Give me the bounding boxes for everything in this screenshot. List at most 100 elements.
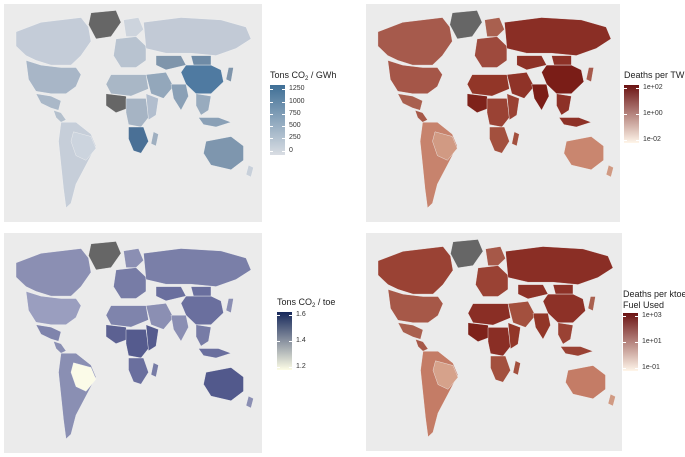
legend-tick-mark <box>277 315 280 317</box>
legend-title-text: Tons CO <box>277 297 313 307</box>
country-east-africa <box>145 93 159 121</box>
country-indonesia <box>560 346 594 357</box>
country-east-africa <box>145 324 159 352</box>
country-usa <box>387 289 444 323</box>
country-madagascar <box>150 362 159 378</box>
country-usa <box>25 60 82 94</box>
legend-tick-mark <box>282 126 285 128</box>
country-russia <box>504 17 612 56</box>
legend: Tons CO2 / toe 1.6 1.4 1.2 <box>277 297 340 387</box>
map-panel-co2-per-gwh: Tons CO2 / GWh 1250 1000 750 500 250 0 <box>0 0 340 228</box>
country-central-america <box>53 109 67 123</box>
country-central-america <box>53 340 67 354</box>
legend-tick-mark <box>270 113 273 115</box>
country-greenland <box>449 10 483 40</box>
legend-tick-mark <box>282 138 285 140</box>
legend-tick-label: 1e+01 <box>642 338 662 345</box>
legend-title-unit: / GWh <box>308 70 337 80</box>
country-scandinavia <box>485 246 506 266</box>
country-new-zealand <box>605 164 614 178</box>
legend-tick-mark <box>289 341 292 342</box>
country-scandinavia <box>123 248 144 268</box>
legend-tick-mark <box>636 139 639 141</box>
legend-tick-label: 1e+02 <box>643 84 663 92</box>
legend-tick-label: 1.4 <box>296 337 306 344</box>
country-west-africa <box>467 322 491 342</box>
legend-tick-mark <box>636 114 639 115</box>
legend-tick-label: 1e-01 <box>642 363 660 371</box>
country-scandinavia <box>484 17 505 37</box>
world-map <box>377 10 614 209</box>
legend-title-subscript: 2 <box>305 76 309 82</box>
country-kazakhstan <box>155 55 187 71</box>
country-japan <box>225 298 234 314</box>
country-russia <box>505 246 614 285</box>
country-usa <box>387 60 443 94</box>
country-india <box>170 315 189 342</box>
country-east-africa <box>506 93 520 121</box>
country-china <box>180 64 224 94</box>
legend-tick-mark <box>623 316 626 318</box>
country-middle-east <box>145 72 174 99</box>
country-north-africa <box>466 74 510 97</box>
legend-tick-mark <box>635 316 638 318</box>
country-china <box>541 64 585 94</box>
country-mexico <box>35 93 62 111</box>
legend-tick-mark <box>282 89 285 91</box>
country-mongolia <box>552 284 574 295</box>
legend-tick-label: 750 <box>289 109 301 117</box>
country-southern-africa <box>490 355 511 383</box>
legend-colorbar <box>270 85 285 155</box>
legend-tick-mark <box>635 367 638 369</box>
country-north-africa <box>105 74 149 97</box>
country-china <box>180 295 224 325</box>
country-scandinavia <box>123 17 144 37</box>
country-madagascar <box>511 131 520 147</box>
legend-title-text: Deaths per TWh <box>624 70 685 80</box>
legend-tick-mark <box>277 341 280 342</box>
legend-tick-mark <box>289 315 292 317</box>
country-japan <box>225 67 234 83</box>
legend-tick-mark <box>624 139 627 141</box>
legend-tick-mark <box>289 366 292 368</box>
country-australia <box>203 136 244 171</box>
country-russia <box>143 17 252 56</box>
legend-tick-mark <box>635 342 638 343</box>
legend-tick-label: 1e+03 <box>642 312 662 320</box>
country-australia <box>565 365 606 400</box>
country-indonesia <box>558 117 592 128</box>
legend-title-subscript: 2 <box>312 303 316 309</box>
country-mongolia <box>551 55 572 66</box>
legend-tick-mark <box>636 88 639 90</box>
legend-tick-mark <box>623 342 626 343</box>
country-central-africa <box>125 98 149 128</box>
legend-tick-label: 1000 <box>289 97 305 105</box>
country-brazil <box>432 360 459 390</box>
country-madagascar <box>512 360 521 376</box>
country-southern-africa <box>128 357 149 385</box>
country-canada <box>15 248 92 297</box>
world-map <box>15 241 254 440</box>
country-china <box>542 293 586 323</box>
legend-tick-mark <box>270 126 273 128</box>
legend: Deaths per ktoe Fuel Used 1e+03 1e+01 1e-01 <box>623 289 685 389</box>
country-new-zealand <box>245 395 254 409</box>
legend-tick-label: 1.2 <box>296 362 306 370</box>
country-north-africa <box>467 303 511 326</box>
legend-tick-mark <box>282 150 285 152</box>
legend-tick-mark <box>277 366 280 368</box>
country-se-asia <box>557 322 574 345</box>
country-usa <box>25 291 82 325</box>
legend-tick-label: 1.6 <box>296 311 306 319</box>
country-greenland <box>450 239 484 269</box>
legend-tick-mark <box>282 101 285 103</box>
legend-tick-label: 0 <box>289 146 293 154</box>
country-mexico <box>397 93 423 111</box>
legend: Tons CO2 / GWh 1250 1000 750 500 250 0 <box>270 70 340 160</box>
legend-title-text: Deaths per ktoe <box>623 289 685 299</box>
country-north-africa <box>105 305 149 328</box>
legend-title: Deaths per ktoe Fuel Used <box>623 289 685 311</box>
country-mongolia <box>190 55 212 66</box>
country-southern-africa <box>128 126 149 154</box>
country-brazil <box>432 131 458 161</box>
